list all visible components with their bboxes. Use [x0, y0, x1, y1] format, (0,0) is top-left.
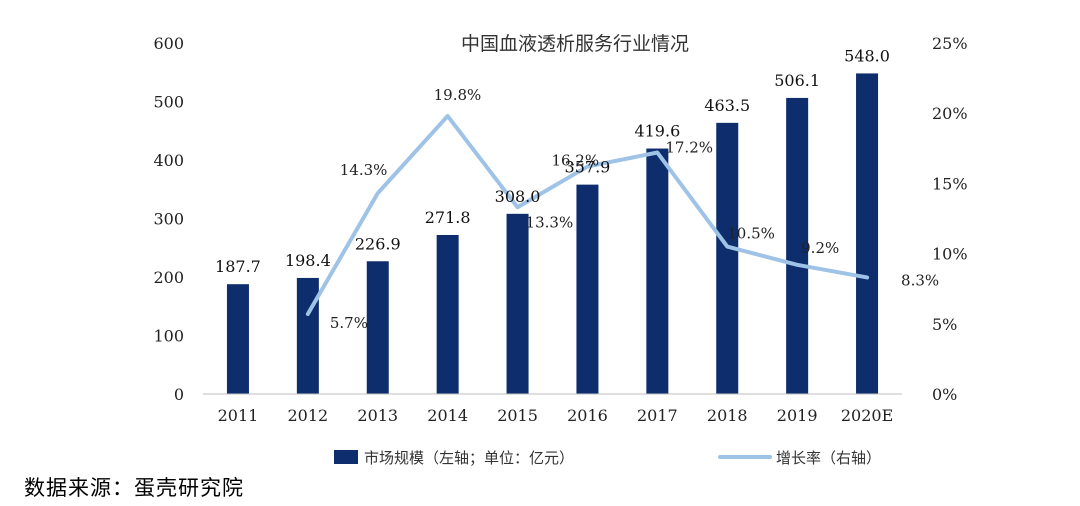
x-tick-label: 2011 [218, 406, 259, 425]
bar [856, 73, 879, 395]
legend-bar-label: 市场规模（左轴；单位：亿元） [364, 449, 574, 467]
growth-rate-label: 5.7% [330, 314, 368, 332]
right-tick-label: 25% [932, 34, 968, 53]
bar [366, 261, 389, 394]
bar [646, 148, 669, 394]
left-tick-label: 100 [153, 327, 184, 346]
left-tick-label: 500 [153, 93, 184, 112]
growth-rate-label: 16.2% [551, 152, 599, 170]
growth-rate-label: 8.3% [901, 271, 939, 289]
growth-rate-label: 13.3% [526, 213, 574, 231]
legend: 市场规模（左轴；单位：亿元） 增长率（右轴） [334, 449, 881, 467]
x-tick-label: 2016 [567, 406, 608, 425]
source-note: 数据来源：蛋壳研究院 [24, 476, 244, 500]
legend-line-label: 增长率（右轴） [776, 449, 881, 467]
growth-rate-label: 19.8% [434, 86, 482, 104]
x-tick-label: 2020E [841, 406, 893, 425]
bar [296, 277, 319, 394]
left-tick-label: 200 [153, 268, 184, 287]
left-tick-label: 0 [174, 385, 184, 404]
x-tick-label: 2018 [707, 406, 748, 425]
right-axis-ticks: 0% 5% 10% 15% 20% 25% [932, 34, 968, 404]
growth-rate-label: 17.2% [665, 139, 713, 157]
right-tick-label: 5% [932, 315, 957, 334]
x-tick-label: 2019 [777, 406, 818, 425]
right-tick-label: 20% [932, 104, 968, 123]
growth-rate-line [305, 114, 870, 316]
line-value-labels: 5.7% 14.3% 19.8% 13.3% 16.2% 17.2% 10.5% 9.2% 8.… [330, 86, 939, 332]
x-tick-label: 2017 [637, 406, 678, 425]
left-tick-label: 300 [153, 210, 184, 229]
growth-rate-label: 10.5% [727, 225, 775, 243]
bar [436, 234, 459, 394]
x-tick-label: 2015 [497, 406, 538, 425]
line-series [305, 114, 870, 316]
bar-value-label: 187.7 [215, 257, 261, 276]
bar-value-label: 419.6 [634, 122, 680, 141]
bar [226, 284, 249, 394]
x-tick-label: 2012 [287, 406, 328, 425]
left-tick-label: 600 [153, 34, 184, 53]
right-tick-label: 15% [932, 174, 968, 193]
bar [576, 184, 599, 394]
bar [716, 122, 739, 394]
left-tick-label: 400 [153, 151, 184, 170]
growth-rate-label: 14.3% [340, 161, 388, 179]
x-axis-labels: 2011 2012 2013 2014 2015 2016 2017 2018 2019 2020… [218, 406, 894, 425]
bar-value-label: 198.4 [285, 251, 331, 270]
bar-value-label: 226.9 [355, 234, 401, 253]
bar-value-label: 271.8 [425, 208, 471, 227]
bar-value-label: 548.0 [844, 46, 890, 65]
bar-value-label: 463.5 [704, 96, 750, 115]
bar [786, 97, 809, 394]
chart-title: 中国血液透析服务行业情况 [461, 33, 689, 55]
x-tick-label: 2014 [427, 406, 468, 425]
bar [506, 213, 529, 394]
bar-value-label: 357.9 [565, 158, 611, 177]
bar-value-label: 308.0 [495, 187, 541, 206]
right-tick-label: 10% [932, 245, 968, 264]
left-axis-ticks: 0 100 200 300 400 500 600 [153, 34, 184, 404]
bar-value-labels: 187.7 198.4 226.9 271.8 308.0 357.9 419.6 463.5… [215, 46, 890, 276]
growth-rate-label: 9.2% [801, 239, 839, 257]
x-tick-label: 2013 [357, 406, 398, 425]
bar-value-label: 506.1 [774, 71, 820, 90]
legend-bar-swatch [334, 450, 358, 464]
bar-series [226, 73, 879, 395]
right-tick-label: 0% [932, 385, 957, 404]
